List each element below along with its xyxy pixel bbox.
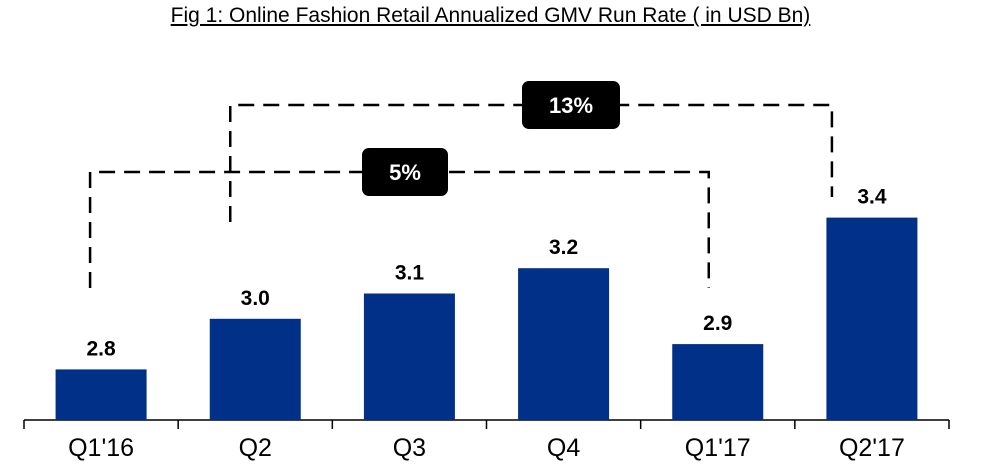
annotation-bracket-1 bbox=[229, 103, 834, 222]
bar-4 bbox=[518, 268, 610, 420]
data-label-3: 3.1 bbox=[395, 262, 425, 285]
data-label-6: 3.4 bbox=[857, 186, 887, 209]
annotation-label-2: 5% bbox=[389, 160, 421, 185]
x-tick-label-2: Q2 bbox=[239, 434, 272, 462]
data-label-5: 2.9 bbox=[703, 312, 732, 335]
chart-title: Fig 1: Online Fashion Retail Annualized … bbox=[170, 4, 811, 27]
annotation-badge-1 bbox=[522, 81, 620, 129]
annotation-badge-2 bbox=[362, 148, 448, 196]
data-label-4: 3.2 bbox=[549, 236, 578, 259]
x-tick-label-3: Q3 bbox=[393, 434, 426, 462]
bar-6 bbox=[826, 217, 918, 420]
x-tick-label-5: Q1'17 bbox=[685, 434, 751, 462]
bar-5 bbox=[672, 344, 764, 420]
x-tick-label-4: Q4 bbox=[547, 434, 580, 462]
bar-2 bbox=[209, 318, 301, 420]
data-label-1: 2.8 bbox=[86, 337, 116, 360]
bar-1 bbox=[55, 369, 147, 420]
annotation-label-1: 13% bbox=[549, 93, 593, 118]
x-tick-label-6: Q2'17 bbox=[839, 434, 905, 462]
data-label-2: 3.0 bbox=[241, 287, 270, 310]
bar-3 bbox=[363, 293, 455, 420]
x-tick-label-1: Q1'16 bbox=[68, 434, 134, 462]
